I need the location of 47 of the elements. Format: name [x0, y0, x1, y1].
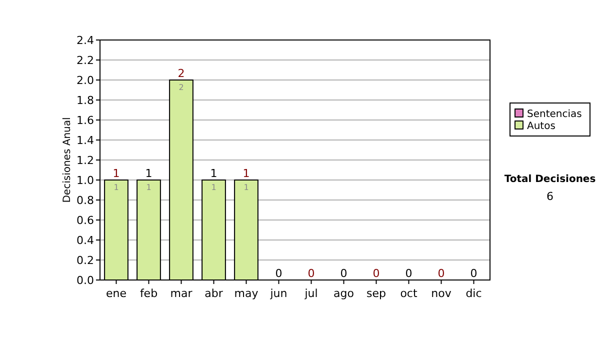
- total-label: 2: [178, 67, 185, 80]
- text: 6: [546, 190, 554, 203]
- y-tick-label: 1.8: [76, 94, 94, 107]
- x-tick-label: ene: [106, 287, 127, 300]
- data-label: 1: [244, 183, 249, 192]
- x-tick-label: mar: [170, 287, 193, 300]
- y-tick-label: 2.4: [76, 34, 94, 47]
- total-label: 1: [112, 167, 120, 180]
- x-tick-label: abr: [204, 287, 224, 300]
- total-label: 1: [210, 167, 218, 180]
- x-tick-label: ago: [334, 287, 354, 300]
- x-tick-label: jul: [304, 287, 318, 300]
- data-label: 1: [146, 183, 152, 192]
- y-axis-title: Decisiones Anual: [62, 117, 73, 203]
- y-tick-label: 1.4: [76, 134, 94, 147]
- y-tick-label: 1.0: [76, 174, 94, 187]
- total-label: 0: [275, 267, 282, 280]
- total-label: 0: [405, 267, 412, 280]
- total-label: 1: [242, 167, 250, 180]
- y-tick-label: 1.6: [76, 114, 94, 127]
- y-tick-label: 2.0: [76, 74, 94, 87]
- total-label: 0: [308, 267, 315, 280]
- x-tick-label: oct: [400, 287, 418, 300]
- x-tick-label: dic: [466, 287, 482, 300]
- x-tick-label: sep: [366, 287, 386, 300]
- y-tick-label: 0.2: [76, 254, 94, 267]
- y-tick-label: 0.4: [76, 234, 94, 247]
- x-tick-label: feb: [140, 287, 158, 300]
- x-tick-label: may: [234, 287, 259, 300]
- total-label: 0: [372, 267, 380, 280]
- total-label: 0: [438, 267, 445, 280]
- data-label: 1: [114, 183, 119, 192]
- total-label: 0: [340, 267, 348, 280]
- total-label: 1: [145, 167, 152, 180]
- y-tick-label: 0.6: [76, 214, 94, 227]
- y-tick-label: 1.2: [76, 154, 94, 167]
- legend-label: Autos: [527, 121, 556, 132]
- legend-label: Sentencias: [527, 109, 582, 120]
- total-label: 0: [470, 267, 478, 280]
- y-tick-label: 0.0: [76, 274, 94, 287]
- x-tick-label: jun: [269, 287, 288, 300]
- y-tick-label: 2.2: [76, 54, 94, 67]
- y-tick-label: 0.8: [76, 194, 94, 207]
- data-label: 2: [178, 83, 184, 92]
- data-label: 1: [211, 183, 216, 192]
- x-tick-label: nov: [431, 287, 452, 300]
- text: Total Decisiones: [504, 174, 596, 185]
